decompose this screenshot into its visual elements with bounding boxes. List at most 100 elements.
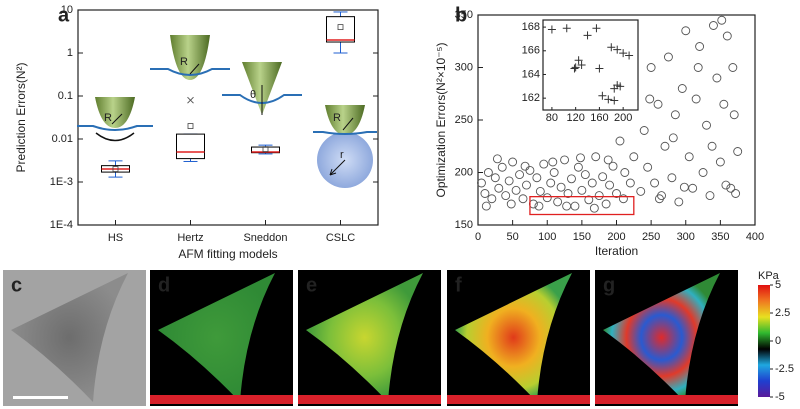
point [726,183,736,193]
point [705,191,715,201]
mean [112,166,119,172]
x-tick-label: 80 [546,112,558,124]
point [483,168,493,177]
point [525,165,535,175]
point [646,63,656,72]
arrow [95,132,135,142]
point [584,195,594,205]
panel-label: d [158,274,170,296]
annotation: r [340,149,344,161]
point [674,197,684,207]
panel-label: c [11,274,22,296]
point [613,81,622,90]
point [481,201,491,211]
y-tick-label: 250 [455,114,473,126]
point [571,63,580,72]
point [721,180,731,190]
point [534,201,544,211]
point [712,73,722,83]
colorbar-tick-label: 2.5 [775,307,790,319]
point [535,186,545,196]
y-tick-label: 0.01 [52,133,73,145]
point [563,189,573,198]
point [679,182,689,192]
point [612,189,621,198]
point [605,180,615,190]
point [528,199,538,209]
point [598,172,608,182]
x-tick-label: 120 [566,112,584,124]
sample-surface [150,68,230,76]
point [613,45,622,54]
point [688,183,698,193]
y-tick-label: 166 [522,45,540,57]
point [654,194,664,204]
point [577,185,587,195]
point [695,42,705,51]
point [504,176,514,186]
point [570,201,580,211]
point [562,24,571,33]
cell [158,273,275,402]
point [532,173,542,183]
point [549,168,559,177]
point [657,191,666,201]
point [501,191,511,201]
point [515,170,524,180]
x-tick-label: 200 [607,231,625,243]
y-tick-label: 150 [455,219,473,231]
x-tick-label: CSLC [326,232,355,244]
point [607,43,616,52]
point [594,191,604,201]
cell [306,273,423,402]
point [562,201,572,211]
scale-bar [13,396,68,399]
y-tick-label: 1E-4 [50,219,73,231]
point [670,110,680,120]
point [580,170,590,180]
point [603,155,613,165]
point [733,147,743,156]
y-tick-label: 1E-3 [50,176,73,188]
point [717,15,727,25]
colorbar-title: KPa [758,270,780,282]
y-tick-label: 1 [67,47,73,59]
radius-arrow [329,159,346,176]
point [722,31,732,41]
radius [111,113,123,125]
colorbar-tick-label: 5 [775,279,781,291]
mean [262,146,269,153]
y-tick-label: 164 [522,68,540,80]
point [539,159,549,169]
indenter [325,105,365,135]
x-tick-label: 200 [614,112,632,124]
point [684,152,694,162]
annotation: θ [250,89,256,101]
x-tick-label: 350 [711,231,729,243]
point [636,186,646,196]
x-tick-label: 100 [538,231,556,243]
point [598,91,607,100]
x-tick-label: 150 [573,231,591,243]
point [547,25,556,34]
point [487,194,497,204]
point [698,168,708,177]
point [663,52,673,62]
panel-label: b [455,4,467,26]
point [639,126,649,135]
point [645,94,655,104]
point [629,152,639,162]
point [591,152,601,162]
x-axis-label: AFM fitting models [178,247,277,261]
point [490,173,500,183]
y-tick-label: 350 [455,9,473,21]
panel-label: e [306,274,317,296]
point [719,99,729,109]
point [518,194,528,204]
highlight-box [529,195,635,216]
point [548,157,558,167]
point [667,173,677,183]
point [497,162,507,172]
x-tick-label: Hertz [177,232,203,244]
point [715,157,725,167]
